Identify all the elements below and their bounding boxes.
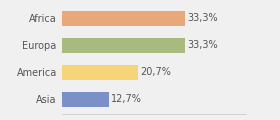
Bar (62, 11, 185, 26)
Text: 33,3%: 33,3% (187, 40, 218, 50)
Bar (62, 65, 138, 80)
Bar (62, 92, 109, 107)
Text: 33,3%: 33,3% (187, 13, 218, 23)
Text: 20,7%: 20,7% (140, 67, 171, 77)
Bar (62, 38, 185, 53)
Text: 12,7%: 12,7% (111, 94, 142, 104)
